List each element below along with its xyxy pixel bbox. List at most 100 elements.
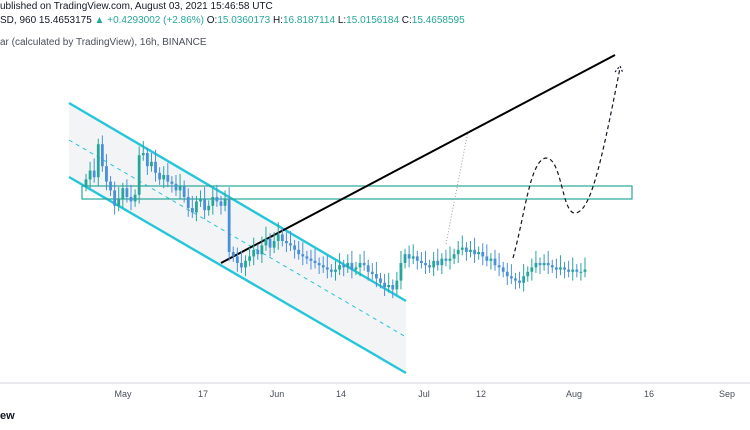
x-tick-label: 12 — [476, 389, 486, 399]
candle-body — [129, 197, 133, 202]
candle-body — [350, 263, 354, 270]
candle-body — [309, 258, 313, 261]
x-tick-label: 14 — [336, 389, 346, 399]
candle-body — [530, 267, 534, 272]
candle-body — [186, 197, 190, 208]
channel-upper-line — [68, 101, 407, 303]
candle-body — [154, 161, 157, 173]
candle-body — [297, 249, 301, 255]
candle-body — [256, 249, 260, 255]
candle-body — [419, 260, 423, 263]
candle-body — [305, 256, 309, 259]
candle-body — [190, 208, 194, 213]
channel-midline — [68, 139, 407, 338]
change-value: +0.4293002 (+2.86%) — [107, 15, 204, 26]
candle-body — [571, 269, 575, 272]
change-arrow-icon: ▲ — [94, 15, 105, 26]
candle-body — [158, 172, 162, 180]
x-tick-label: Aug — [566, 389, 582, 399]
candle-body — [469, 249, 472, 252]
dotted-projection — [445, 130, 469, 245]
candle-body — [105, 166, 108, 182]
candle-body — [428, 265, 431, 268]
candle-body — [559, 267, 562, 270]
x-axis-ticks: May 17 Jun 14 Jul 12 Aug 16 Sep — [114, 389, 735, 399]
candle-body — [514, 278, 517, 281]
candle-body — [575, 269, 579, 272]
candle-body — [411, 256, 415, 259]
candle-body — [133, 194, 137, 202]
candle-body — [370, 271, 374, 274]
price-chart[interactable]: May 17 Jun 14 Jul 12 Aug 16 Sep — [0, 0, 750, 410]
rising-trendline — [220, 54, 616, 264]
candle-body — [550, 265, 554, 268]
candle-body — [432, 260, 436, 268]
published-line: ublished on TradingView.com, August 03, … — [0, 1, 273, 12]
candle-body — [391, 285, 395, 290]
x-tick-label: 16 — [644, 389, 654, 399]
candle-body — [166, 175, 170, 182]
candle-body — [96, 144, 100, 178]
low-value: 15.0156184 — [346, 15, 400, 26]
candle-body — [464, 247, 468, 252]
tradingview-brand: ew — [0, 410, 15, 422]
candle-body — [223, 199, 227, 206]
candle-body — [497, 265, 501, 268]
candle-body — [579, 271, 583, 273]
low-label: L: — [337, 15, 347, 26]
candle-body — [215, 197, 219, 202]
candle-body — [260, 245, 264, 255]
candle-body — [415, 256, 419, 261]
candle-body — [387, 285, 391, 288]
candle-body — [276, 234, 280, 241]
candle-body — [272, 241, 276, 248]
candle-body — [534, 263, 538, 268]
candle-body — [554, 267, 558, 270]
projected-path-arrowhead-icon — [614, 64, 624, 74]
candle-body — [117, 199, 121, 206]
candle-body — [293, 245, 296, 250]
open-value: 15.0360173 — [217, 15, 271, 26]
candle-body — [346, 263, 350, 268]
x-tick-label: Jun — [270, 389, 285, 399]
candle-body — [505, 271, 509, 277]
candle-body — [334, 269, 337, 272]
candle-body — [379, 278, 382, 283]
candle-body — [375, 274, 378, 279]
candle-body — [174, 183, 178, 191]
candle-body — [182, 186, 186, 197]
high-label: H: — [272, 15, 283, 26]
candle-body — [207, 205, 211, 211]
candle-body — [199, 199, 202, 202]
candle-body — [342, 265, 346, 268]
candle-body — [330, 269, 333, 272]
candle-body — [280, 234, 284, 241]
candle-body — [203, 199, 207, 211]
candle-body — [383, 282, 386, 288]
candle-body — [567, 269, 571, 272]
candle-body — [162, 175, 166, 180]
candle-body — [195, 201, 198, 213]
candle-body — [473, 249, 476, 255]
candle-body — [338, 265, 341, 270]
candle-body — [538, 263, 542, 266]
candle-body — [354, 267, 358, 270]
symbol-label: SD, 960 — [0, 15, 37, 26]
candle-body — [501, 267, 505, 272]
candle-body — [211, 197, 215, 206]
candle-body — [452, 254, 456, 259]
candle-body — [526, 271, 530, 277]
candle-body — [88, 170, 92, 180]
channel-lower-line — [68, 175, 407, 375]
candle-body — [403, 254, 407, 263]
candle-body — [460, 247, 464, 250]
candle-body — [109, 181, 112, 191]
published-text: ublished on TradingView.com, August 03, … — [0, 1, 273, 12]
candle-body — [92, 170, 96, 178]
candle-body — [489, 258, 493, 261]
x-tick-label: May — [114, 389, 132, 399]
candle-body — [235, 256, 239, 263]
x-tick-label: Jul — [418, 389, 430, 399]
candle-body — [170, 181, 174, 184]
candle-body — [440, 258, 444, 266]
